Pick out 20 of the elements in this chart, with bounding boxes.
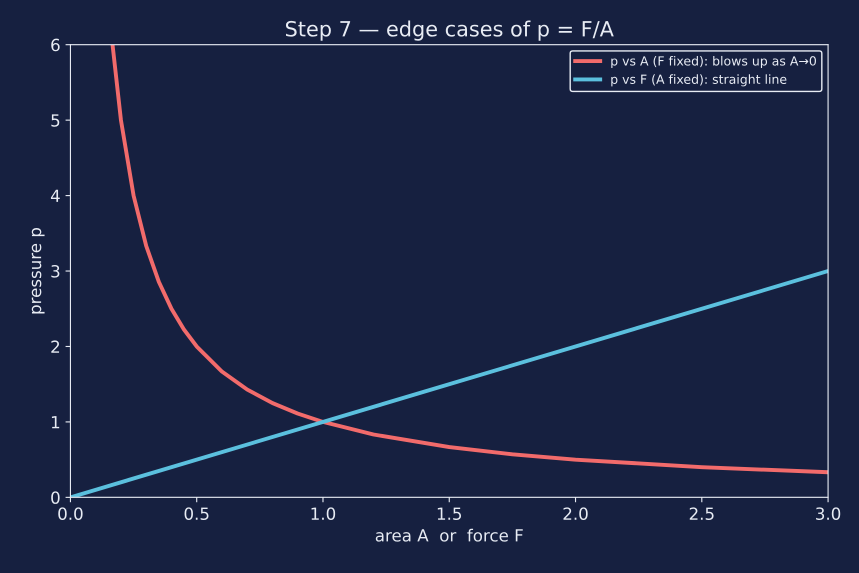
y-tick-label: 5 xyxy=(51,114,60,127)
y-tick-label: 1 xyxy=(52,416,60,428)
x-axis-title: area A or force F xyxy=(376,528,523,542)
x-tick-label: 0.0 xyxy=(58,507,83,520)
x-tick-label: 3.0 xyxy=(816,507,840,520)
y-tick-label: 0 xyxy=(51,491,60,504)
x-tick-label: 1.5 xyxy=(438,508,462,520)
x-tick-label: 2.5 xyxy=(690,507,714,520)
y-tick-label: 4 xyxy=(50,190,60,202)
x-tick-label: 2.0 xyxy=(564,507,588,520)
line-series xyxy=(110,44,828,474)
y-tick-label: 3 xyxy=(51,264,60,278)
chart-title: Step 7 — edge cases of p = F/A xyxy=(286,20,614,41)
y-tick-label: 2 xyxy=(51,340,60,353)
x-tick-label: 0.5 xyxy=(184,507,209,520)
legend-label: p vs F (A fixed): straight line xyxy=(611,74,786,86)
y-axis-title: pressure p xyxy=(32,228,45,314)
legend-label: p vs A (F fixed): blows up as A→0 xyxy=(611,56,816,68)
x-tick-label: 1.0 xyxy=(312,507,336,520)
y-tick-label: 6 xyxy=(51,38,60,52)
